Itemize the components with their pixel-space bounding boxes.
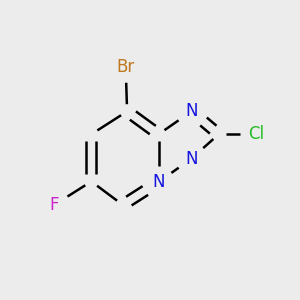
Text: N: N: [185, 102, 198, 120]
Text: N: N: [185, 150, 198, 168]
Text: F: F: [50, 196, 59, 214]
Text: Br: Br: [117, 58, 135, 76]
Text: N: N: [152, 173, 165, 191]
Text: Cl: Cl: [248, 125, 264, 143]
